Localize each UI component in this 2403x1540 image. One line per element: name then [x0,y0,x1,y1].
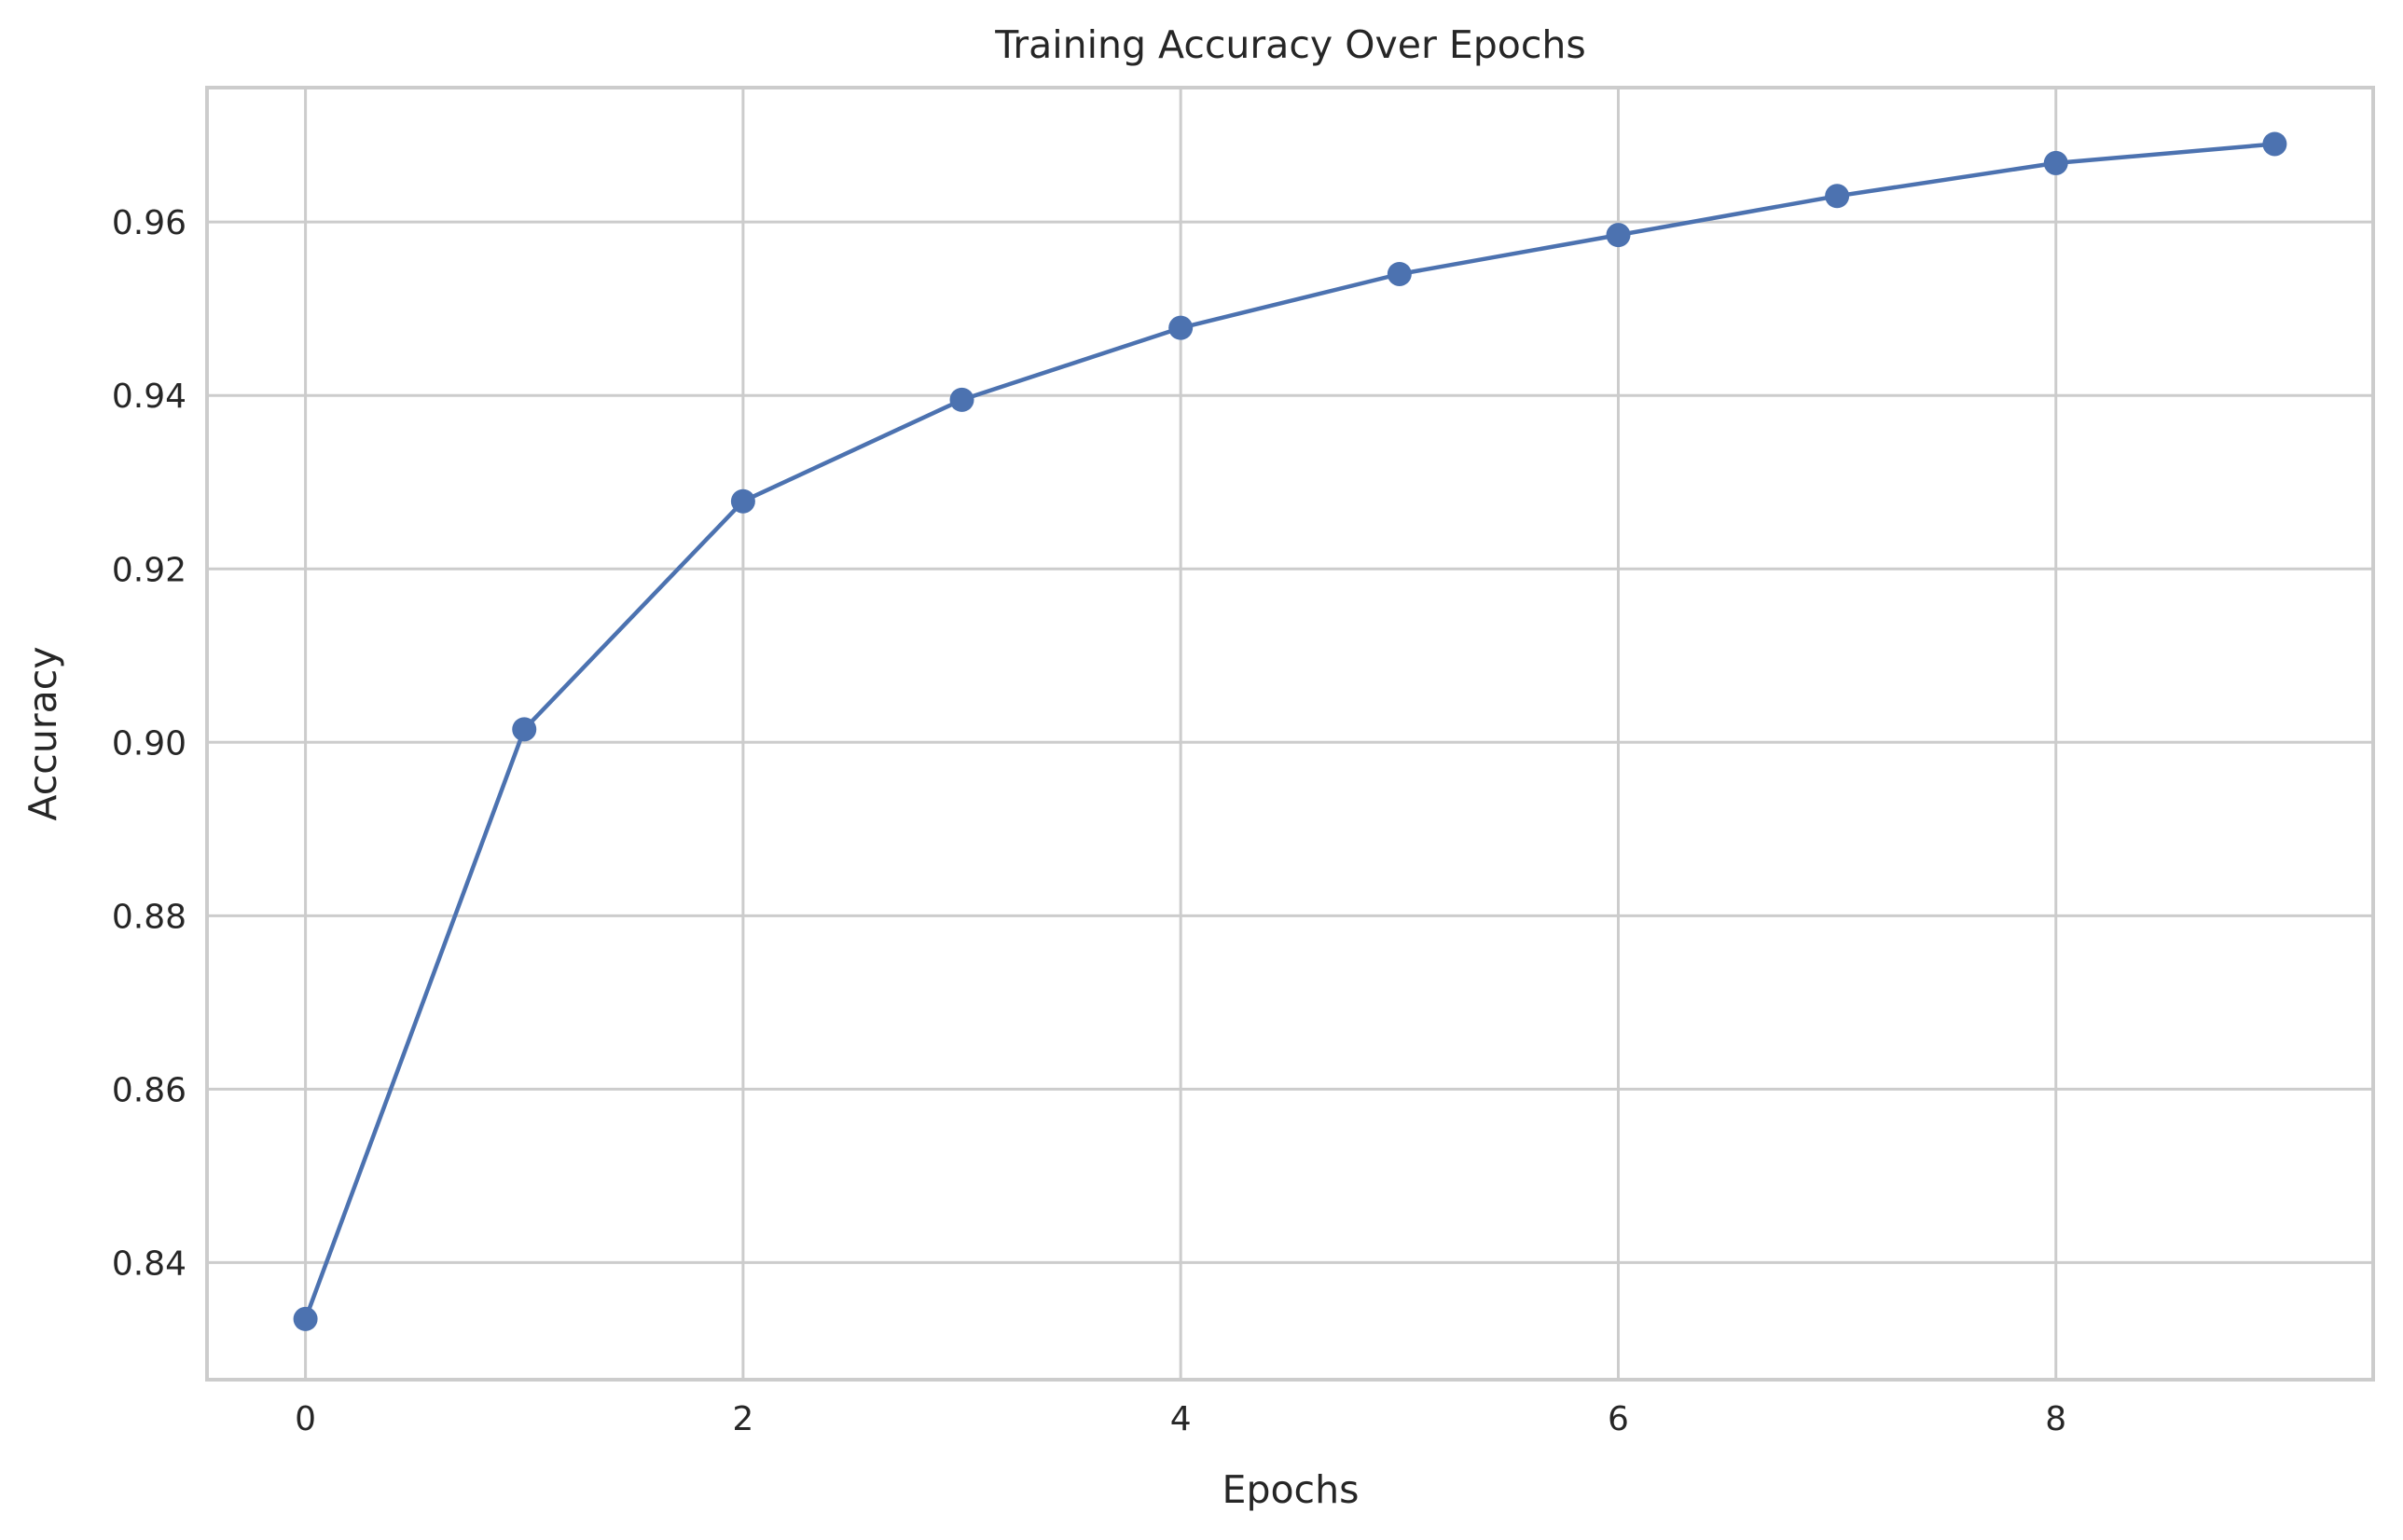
data-point [1825,184,1850,209]
plot-area-frame [205,86,2375,1382]
y-tick-label: 0.94 [112,378,186,416]
y-axis-label: Accuracy [21,646,65,820]
data-point [949,387,974,412]
data-point [512,717,537,742]
y-tick-label: 0.84 [112,1244,186,1283]
x-tick-label: 4 [1170,1400,1192,1438]
data-point [293,1306,318,1331]
data-point [1387,261,1412,286]
x-tick-label: 8 [2045,1400,2066,1438]
data-point [2262,131,2287,157]
x-tick-label: 0 [295,1400,316,1438]
tick-labels: 0 2 4 6 8 0.84 0.86 0.88 0.90 0.92 0.94 0.96 [112,204,2066,1438]
series-line [303,142,2277,1322]
y-tick-label: 0.86 [112,1071,186,1109]
y-tick-label: 0.92 [112,551,186,589]
chart-title: Training Accuracy Over Epochs [994,22,1586,67]
y-tick-label: 0.96 [112,204,186,242]
data-point [1606,223,1631,248]
y-tick-label: 0.88 [112,898,186,936]
x-axis-label: Epochs [1222,1467,1360,1512]
series-layer [293,131,2287,1331]
grid [207,88,2373,1380]
y-tick-label: 0.90 [112,724,186,763]
data-point [1168,315,1194,340]
data-point [2043,150,2068,175]
x-tick-label: 6 [1608,1400,1629,1438]
x-tick-label: 2 [732,1400,753,1438]
data-point [730,488,755,514]
